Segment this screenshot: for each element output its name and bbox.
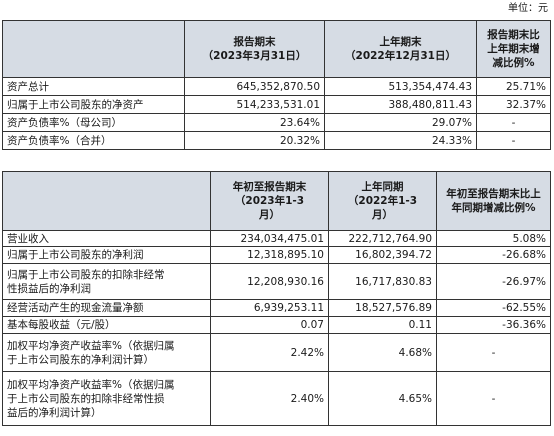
value-cell: 32.37% bbox=[476, 95, 551, 114]
value-cell: 388,480,811.43 bbox=[324, 95, 477, 114]
row-label-cell: 归属于上市公司股东的净资产 bbox=[2, 95, 185, 114]
row-label-cell: 加权平均净资产收益率%（依据归属 于上市公司股东的扣除非经常性损 益后的净利润计算） bbox=[2, 371, 211, 426]
table-row: 归属于上市公司股东的净利润 12,318,895.10 16,802,394.72-… bbox=[2, 246, 551, 264]
row-label-cell: 营业收入 bbox=[2, 230, 211, 247]
table-row: 经营活动产生的现金流量净额 6,939,253.11 18,527,576.89 -6… bbox=[2, 299, 551, 317]
value-cell: 2.42% bbox=[210, 333, 329, 372]
value-cell: 514,233,531.01 bbox=[184, 95, 325, 114]
value-cell: -36.36% bbox=[436, 316, 551, 334]
table2-body: 营业收入 234,034,475.01 222,712,764.90 5.08% 归属于… bbox=[2, 230, 551, 426]
value-cell: 4.68% bbox=[328, 333, 437, 372]
value-cell: 29.07% bbox=[324, 113, 477, 132]
unit-label: 单位：元 bbox=[508, 3, 548, 14]
value-cell: 25.71% bbox=[476, 77, 551, 96]
table-row: 加权平均净资产收益率%（依据归属 于上市公司股东的扣除非经常性损 益后的净利润计算）… bbox=[2, 371, 551, 426]
value-cell: 23.64% bbox=[184, 113, 325, 132]
value-cell: -26.68% bbox=[436, 246, 551, 264]
table1-header-blank bbox=[2, 20, 185, 78]
row-label-cell: 资产负债率%（母公司） bbox=[2, 113, 185, 132]
table-row: 加权平均净资产收益率%（依据归属 于上市公司股东的净利润计算） 2.42% 4.68%… bbox=[2, 333, 551, 372]
income-summary-table: 年初至报告期末 （2023年1-3 月） 上年同期 （2022年1-3 月） 年初至报告… bbox=[2, 171, 551, 426]
row-label-cell: 资产负债率%（合并） bbox=[2, 131, 185, 150]
value-cell: 5.08% bbox=[436, 230, 551, 247]
value-cell: 24.33% bbox=[324, 131, 477, 150]
table-row: 资产负债率%（母公司） 23.64% 29.07% - bbox=[2, 113, 551, 132]
value-cell: - bbox=[476, 113, 551, 132]
row-label-cell: 经营活动产生的现金流量净额 bbox=[2, 299, 211, 317]
value-cell: -62.55% bbox=[436, 299, 551, 317]
value-cell: 2.40% bbox=[210, 371, 329, 426]
table-row: 归属于上市公司股东的扣除非经常 性损益后的净利润 12,208,930.16 16,7… bbox=[2, 263, 551, 300]
value-cell: 222,712,764.90 bbox=[328, 230, 437, 247]
value-cell: 12,318,895.10 bbox=[210, 246, 329, 264]
value-cell: -26.97% bbox=[436, 263, 551, 300]
table1-body: 资产总计 645,352,870.50 513,354,474.43 25.71% 归属… bbox=[2, 77, 551, 150]
table1-header-col1: 报告期末 （2023年3月31日） bbox=[184, 20, 325, 78]
value-cell: 234,034,475.01 bbox=[210, 230, 329, 247]
row-label-cell: 基本每股收益（元/股） bbox=[2, 316, 211, 334]
table2-header-blank bbox=[2, 171, 211, 231]
value-cell: 18,527,576.89 bbox=[328, 299, 437, 317]
value-cell: 0.11 bbox=[328, 316, 437, 334]
value-cell: 16,717,830.83 bbox=[328, 263, 437, 300]
value-cell: 513,354,474.43 bbox=[324, 77, 477, 96]
value-cell: - bbox=[436, 333, 551, 372]
value-cell: 20.32% bbox=[184, 131, 325, 150]
table-row: 资产总计 645,352,870.50 513,354,474.43 25.71% bbox=[2, 77, 551, 96]
value-cell: 12,208,930.16 bbox=[210, 263, 329, 300]
table-row: 归属于上市公司股东的净资产 514,233,531.01 388,480,811.4… bbox=[2, 95, 551, 114]
value-cell: 645,352,870.50 bbox=[184, 77, 325, 96]
table2-header-col2: 上年同期 （2022年1-3 月） bbox=[328, 171, 437, 231]
value-cell: 0.07 bbox=[210, 316, 329, 334]
row-label-cell: 加权平均净资产收益率%（依据归属 于上市公司股东的净利润计算） bbox=[2, 333, 211, 372]
table-row: 基本每股收益（元/股） 0.07 0.11 -36.36% bbox=[2, 316, 551, 334]
value-cell: 16,802,394.72 bbox=[328, 246, 437, 264]
row-label-cell: 资产总计 bbox=[2, 77, 185, 96]
table-row: 营业收入 234,034,475.01 222,712,764.90 5.08% bbox=[2, 230, 551, 247]
table-row: 资产负债率%（合并） 20.32% 24.33% - bbox=[2, 131, 551, 150]
table1-header-col3: 报告期末比 上年期末增 减比例% bbox=[476, 20, 551, 78]
table2-header-col3: 年初至报告期末比上 年同期增减比例% bbox=[436, 171, 551, 231]
value-cell: - bbox=[476, 131, 551, 150]
balance-summary-table: 报告期末 （2023年3月31日） 上年期末 （2022年12月31日） 报告期末比… bbox=[2, 20, 551, 150]
row-label-cell: 归属于上市公司股东的扣除非经常 性损益后的净利润 bbox=[2, 263, 211, 300]
row-label-cell: 归属于上市公司股东的净利润 bbox=[2, 246, 211, 264]
value-cell: 4.65% bbox=[328, 371, 437, 426]
value-cell: - bbox=[436, 371, 551, 426]
table2-header-col1: 年初至报告期末 （2023年1-3 月） bbox=[210, 171, 329, 231]
value-cell: 6,939,253.11 bbox=[210, 299, 329, 317]
table1-header-col2: 上年期末 （2022年12月31日） bbox=[324, 20, 477, 78]
